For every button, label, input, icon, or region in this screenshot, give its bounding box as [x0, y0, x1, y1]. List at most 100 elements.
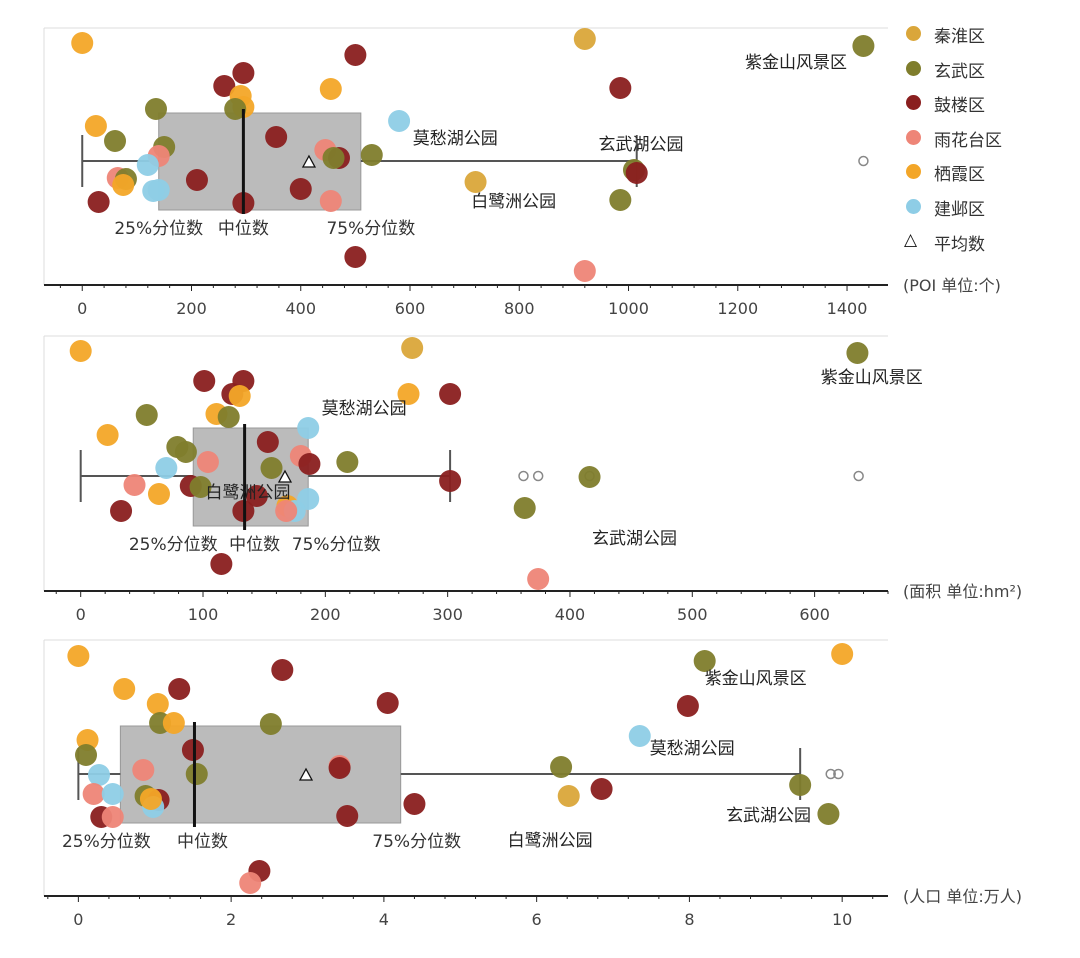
park-annotation: 莫愁湖公园 [650, 739, 735, 759]
park-annotation: 玄武湖公园 [592, 529, 677, 549]
data-point [625, 162, 648, 184]
data-point [609, 189, 632, 211]
data-point [193, 370, 216, 392]
data-point [146, 693, 169, 715]
data-point [147, 179, 170, 201]
data-point [232, 62, 255, 84]
legend-item-mean: △ 平均数 [902, 228, 1072, 263]
x-tick-label: 800 [504, 299, 535, 318]
x-tick-label: 0 [73, 910, 83, 929]
data-point [328, 757, 351, 779]
park-annotation: 白鹭洲公园 [471, 192, 556, 212]
data-point [104, 130, 127, 152]
x-tick-label: 200 [310, 605, 341, 624]
x-tick-label: 8 [684, 910, 694, 929]
x-tick-label: 1400 [827, 299, 868, 318]
data-point [693, 650, 716, 672]
data-point [676, 695, 699, 717]
legend-label: 雨花台区 [934, 130, 1002, 151]
legend-label: 平均数 [934, 234, 985, 255]
data-point [259, 713, 282, 735]
x-tick-label: 1200 [717, 299, 758, 318]
data-point [397, 383, 420, 405]
x-tick-label: 600 [799, 605, 830, 624]
data-point [336, 805, 359, 827]
data-point [322, 147, 345, 169]
data-point [110, 500, 133, 522]
q1-label: 25%分位数 [114, 219, 203, 239]
park-annotation: 玄武湖公园 [598, 135, 683, 155]
outlier-marker [853, 470, 864, 482]
data-point [155, 457, 178, 479]
data-point [527, 568, 550, 590]
data-point [376, 692, 399, 714]
data-point [573, 28, 596, 50]
data-point [319, 78, 342, 100]
legend-label: 鼓楼区 [934, 96, 985, 117]
legend-swatch [906, 95, 921, 111]
data-point [189, 476, 212, 498]
data-point [789, 774, 812, 796]
data-point [265, 126, 288, 148]
park-annotation: 白鹭洲公园 [508, 831, 593, 851]
data-point [852, 35, 875, 57]
legend-item: 鼓楼区 [902, 89, 1072, 124]
park-annotation: 莫愁湖公园 [322, 399, 407, 419]
data-point [573, 260, 596, 282]
axis-unit-label: (面积 单位:hm²) [903, 582, 1022, 601]
x-tick-label: 0 [77, 299, 87, 318]
mean-marker [301, 154, 317, 168]
axis-unit-label: (POI 单位:个) [903, 276, 1001, 295]
mean-marker [277, 469, 293, 483]
data-point [101, 783, 124, 805]
data-point [75, 744, 98, 766]
median-label: 中位数 [229, 535, 280, 555]
data-point [69, 340, 92, 362]
data-point [831, 643, 854, 665]
park-annotation: 紫金山风景区 [745, 53, 847, 73]
legend: 秦淮区 玄武区 鼓楼区 雨花台区 栖霞区 建邺区 △ 平均数 [902, 20, 1072, 262]
panel-2: 0 100 200 300 400 500 600 (面积 单位:hm²) 25%分位数 中位数 7… [43, 335, 1022, 624]
x-tick-label: 2 [226, 910, 236, 929]
data-point [224, 98, 247, 120]
x-tick-label: 500 [677, 605, 708, 624]
data-point [245, 485, 268, 507]
data-point [217, 406, 240, 428]
legend-label: 建邺区 [934, 199, 985, 220]
data-point [439, 383, 462, 405]
data-point [319, 190, 342, 212]
median-label: 中位数 [177, 832, 228, 852]
triangle-icon: △ [904, 229, 918, 250]
legend-item: 栖霞区 [902, 158, 1072, 193]
data-point [228, 385, 251, 407]
data-point [144, 98, 167, 120]
q3-label: 75%分位数 [292, 535, 381, 555]
data-point [628, 725, 651, 747]
data-point [297, 417, 320, 439]
legend-label: 秦淮区 [934, 27, 985, 47]
data-point [84, 115, 107, 137]
data-point [67, 645, 90, 667]
data-point [135, 404, 158, 426]
q1-label: 25%分位数 [62, 832, 151, 852]
data-point [136, 154, 159, 176]
outlier-marker [825, 768, 836, 780]
legend-label: 栖霞区 [934, 165, 985, 186]
x-tick-label: 200 [176, 299, 207, 318]
data-point [256, 431, 279, 453]
park-annotation: 玄武湖公园 [726, 806, 811, 826]
data-point [162, 712, 185, 734]
data-point [336, 451, 359, 473]
data-point [139, 788, 162, 810]
data-point [344, 246, 367, 268]
axis-unit-label: (人口 单位:万人) [903, 887, 1022, 906]
panel-3: 0 2 4 6 8 10 (人口 单位:万人) 25%分位数 中位数 75%分位数 紫金山风景区莫愁… [43, 639, 1022, 929]
data-point [112, 174, 135, 196]
panel-1: 0 200 400 600 800 1000 1200 1400 (POI 单位:个) 25%分位… [43, 27, 1001, 318]
legend-item: 秦淮区 [902, 20, 1072, 55]
data-point [168, 678, 191, 700]
data-point [87, 764, 110, 786]
data-point [174, 441, 197, 463]
data-point [557, 785, 580, 807]
